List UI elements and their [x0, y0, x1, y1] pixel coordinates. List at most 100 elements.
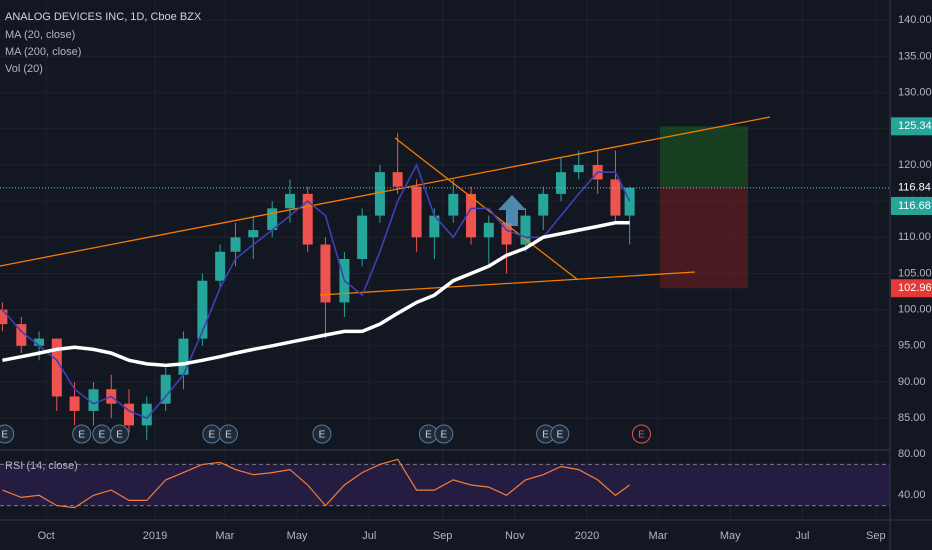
candle-body: [392, 172, 403, 187]
y-tick-label: 100.00: [898, 304, 932, 316]
earnings-label: E: [556, 430, 563, 441]
candle-body: [374, 172, 385, 216]
candle-body: [538, 193, 549, 216]
legend-entry: MA (200, close): [5, 46, 81, 58]
last-price-label-bg: [891, 196, 932, 215]
earnings-label: E: [78, 430, 85, 441]
y-tick-label: 95.00: [898, 340, 926, 352]
y-tick-label: 80.00: [898, 448, 926, 460]
candle-body: [357, 215, 368, 260]
candle-body: [197, 280, 208, 339]
candle-body: [248, 230, 259, 238]
rsi-title: RSI (14, close): [5, 460, 78, 472]
candle-body: [230, 237, 241, 252]
earnings-label: E: [116, 430, 123, 441]
earnings-marker: [0, 424, 15, 444]
y-tick-label: 120.00: [898, 159, 932, 171]
earnings-marker: [312, 424, 332, 444]
x-tick-label: May: [720, 530, 741, 542]
x-tick-label: Jul: [795, 530, 809, 542]
x-tick-label: Jul: [362, 530, 376, 542]
y-tick-label: 85.00: [898, 412, 926, 424]
candle-body: [284, 193, 295, 209]
y-tick-label: 105.00: [898, 267, 932, 279]
earnings-marker: [434, 424, 454, 444]
y-tick-label: 90.00: [898, 376, 926, 388]
candle-body: [124, 403, 135, 426]
target-label-bg: [891, 117, 932, 136]
candle-body: [501, 222, 512, 245]
earnings-label: E: [1, 430, 8, 441]
x-tick-label: May: [287, 530, 308, 542]
earnings-label: E: [225, 430, 232, 441]
candle-body: [466, 193, 477, 238]
x-tick-label: Mar: [649, 530, 668, 542]
y-tick-label: 135.00: [898, 50, 932, 62]
earnings-label: E: [542, 430, 549, 441]
earnings-marker: [72, 424, 92, 444]
earnings-label: E: [638, 430, 645, 441]
candle-body: [160, 374, 171, 404]
candle-body: [411, 186, 422, 238]
candle-body: [51, 338, 62, 397]
y-tick-label: 110.00: [898, 231, 931, 243]
earnings-label: E: [425, 430, 432, 441]
earnings-label: E: [319, 430, 326, 441]
stop-label-bg: [891, 279, 932, 298]
earnings-marker: [218, 424, 238, 444]
x-tick-label: Sep: [433, 530, 453, 542]
earnings-label: E: [440, 430, 447, 441]
candle-body: [34, 338, 45, 346]
stop-label: 102.96: [898, 282, 932, 294]
candle-body: [0, 309, 8, 325]
candle-body: [215, 251, 226, 281]
legend-entry: Vol (20): [5, 63, 43, 75]
y-tick-label: 40.00: [898, 489, 926, 501]
moving-average: [1, 162, 631, 420]
trend-line: [319, 271, 696, 296]
x-tick-label: 2020: [575, 530, 599, 542]
loss-zone: [660, 187, 748, 289]
candle-body: [448, 193, 459, 216]
profit-zone: [660, 126, 748, 188]
arrow-up: [498, 195, 526, 226]
x-tick-label: Oct: [38, 530, 55, 542]
trend-line: [0, 116, 771, 267]
candle-body: [573, 164, 584, 173]
target-label: 125.34: [898, 120, 932, 132]
entry-label: 116.84: [898, 182, 931, 194]
candle-body: [624, 187, 635, 216]
earnings-marker: [550, 424, 570, 444]
x-tick-label: Nov: [505, 530, 525, 542]
candle-body: [141, 403, 152, 426]
earnings-label: E: [98, 430, 105, 441]
rsi-line: [2, 458, 630, 509]
symbol-title: ANALOG DEVICES INC, 1D, Cboe BZX: [5, 11, 202, 23]
last-price-label: 116.68: [898, 200, 931, 212]
y-tick-label: 140.00: [898, 14, 932, 26]
candle-body: [88, 389, 99, 411]
x-tick-label: Sep: [866, 530, 886, 542]
candle-body: [178, 338, 189, 375]
candle-body: [520, 215, 531, 245]
entry-label-bg: [891, 178, 932, 197]
candle-body: [483, 222, 494, 238]
candle-body: [267, 208, 278, 231]
moving-average: [2, 221, 630, 368]
candle-body: [320, 244, 331, 303]
candle-body: [302, 193, 313, 245]
x-tick-label: 2019: [143, 530, 167, 542]
candle-body: [429, 215, 440, 238]
candle-body: [555, 172, 566, 194]
candle-body: [16, 324, 27, 346]
candle-body: [69, 396, 80, 411]
y-tick-label: 130.00: [898, 87, 932, 99]
earnings-label: E: [209, 430, 216, 441]
candle-body: [610, 179, 621, 216]
earnings-marker: [631, 424, 651, 444]
legend-entry: MA (20, close): [5, 29, 75, 41]
x-tick-label: Mar: [215, 530, 234, 542]
